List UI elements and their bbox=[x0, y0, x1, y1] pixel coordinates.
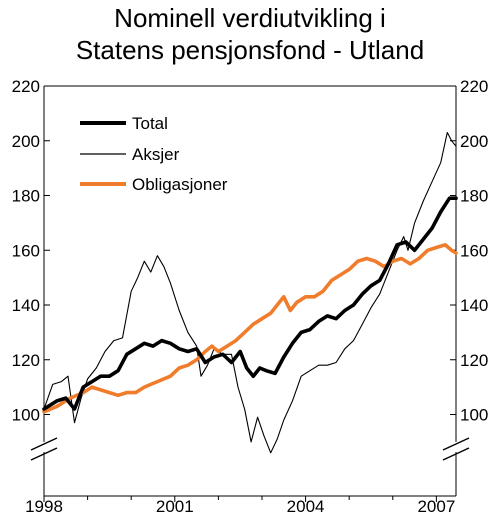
y-tick-label-left: 100 bbox=[12, 406, 40, 425]
x-axis: 1998 2001 2004 2007 bbox=[25, 496, 455, 512]
axis-break-marks bbox=[30, 437, 470, 461]
x-tick-label: 1998 bbox=[25, 497, 63, 512]
axis-break-slash bbox=[30, 437, 58, 451]
legend-label-obligasjoner: Obligasjoner bbox=[132, 175, 228, 194]
y-tick-label-right: 100 bbox=[460, 406, 488, 425]
series-line-aksjer bbox=[43, 131, 457, 454]
x-tick-label: 2004 bbox=[287, 497, 325, 512]
x-tick-label: 2007 bbox=[417, 497, 455, 512]
y-tick-label-right: 140 bbox=[460, 296, 488, 315]
legend-label-aksjer: Aksjer bbox=[132, 145, 180, 164]
y-tick-label-left: 120 bbox=[12, 351, 40, 370]
y-tick-label-right: 220 bbox=[460, 77, 488, 96]
y-tick-label-left: 180 bbox=[12, 187, 40, 206]
y-tick-label-left: 220 bbox=[12, 77, 40, 96]
axis-break-slash bbox=[442, 447, 470, 461]
chart-title-line-2: Statens pensjonsfond - Utland bbox=[75, 35, 425, 65]
series-lines bbox=[42, 131, 458, 454]
series-line-total bbox=[42, 196, 458, 411]
plot-frame bbox=[43, 85, 457, 497]
left-y-axis: 100 120 140 160 180 200 220 bbox=[12, 77, 50, 425]
chart-title-line-1: Nominell verdiutvikling i bbox=[114, 3, 386, 33]
y-tick-label-right: 180 bbox=[460, 187, 488, 206]
y-tick-label-right: 160 bbox=[460, 241, 488, 260]
x-tick-label: 2001 bbox=[156, 497, 194, 512]
axis-break-slash bbox=[442, 437, 470, 451]
series-line-obligasjoner bbox=[42, 243, 458, 414]
y-tick-label-right: 200 bbox=[460, 132, 488, 151]
y-tick-label-left: 160 bbox=[12, 241, 40, 260]
axis-break-gap bbox=[446, 442, 466, 452]
axis-break-slash bbox=[30, 447, 58, 461]
y-tick-label-left: 140 bbox=[12, 296, 40, 315]
y-tick-label-left: 200 bbox=[12, 132, 40, 151]
axis-break-gap bbox=[34, 442, 54, 452]
y-tick-label-right: 120 bbox=[460, 351, 488, 370]
legend-label-total: Total bbox=[132, 114, 168, 133]
right-y-axis: 100 120 140 160 180 200 220 bbox=[450, 77, 488, 425]
legend: Total Aksjer Obligasjoner bbox=[80, 114, 228, 194]
